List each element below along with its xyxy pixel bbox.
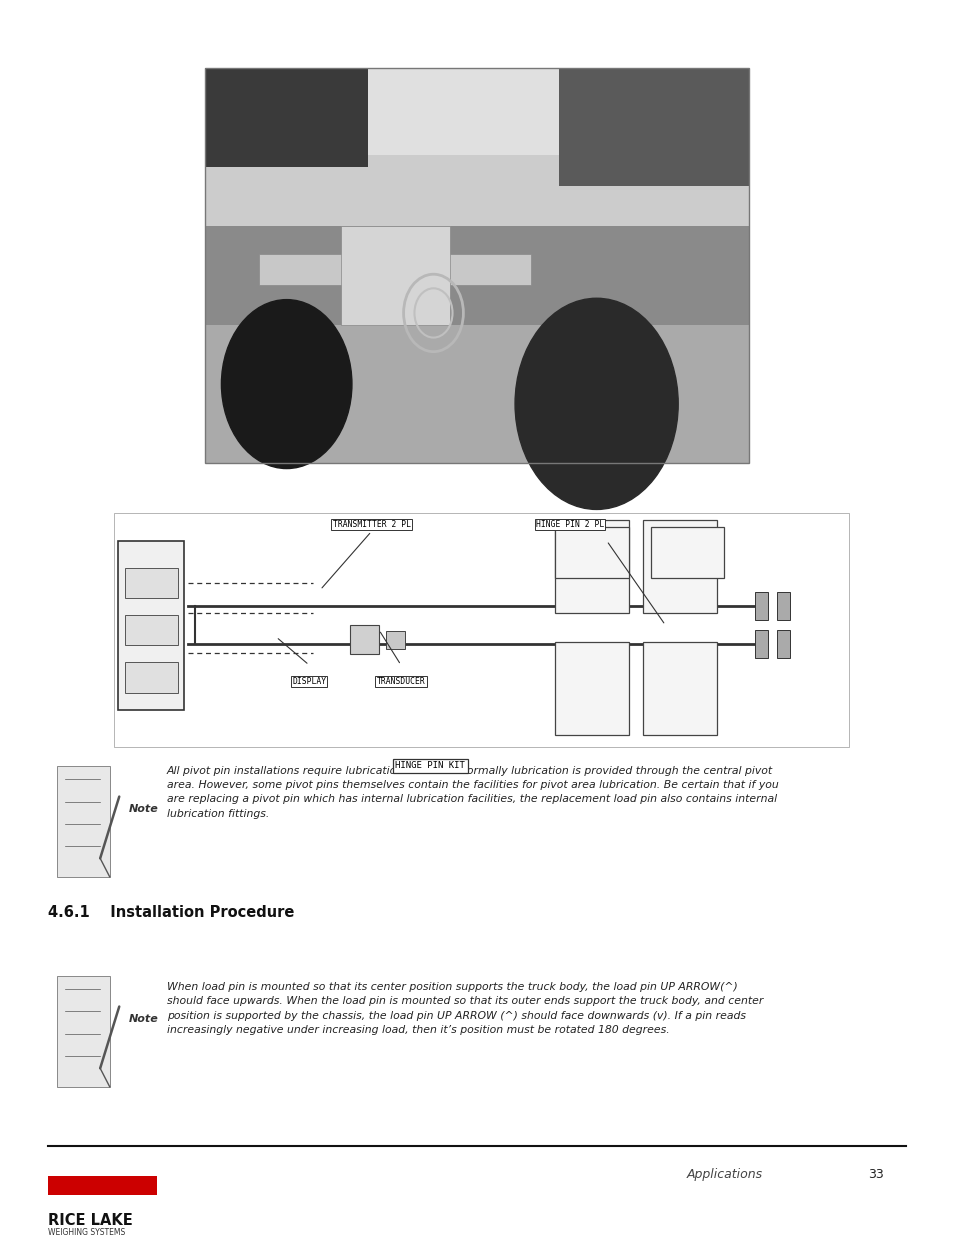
Bar [114, 513, 848, 747]
Bar [259, 253, 531, 285]
Bar [754, 630, 767, 658]
Bar [341, 226, 449, 325]
Bar [349, 625, 378, 655]
Bar [48, 1176, 157, 1195]
Bar [650, 526, 723, 578]
Bar [777, 593, 789, 620]
Text: 33: 33 [867, 1168, 883, 1182]
Bar [555, 642, 628, 736]
Text: TRANSDUCER: TRANSDUCER [376, 677, 425, 685]
Bar [114, 513, 848, 747]
Text: HINGE PIN 2 PL: HINGE PIN 2 PL [536, 520, 603, 529]
Text: When load pin is mounted so that its center position supports the truck body, th: When load pin is mounted so that its cen… [167, 982, 762, 1035]
Bar [205, 68, 748, 226]
Text: 4.6.1    Installation Procedure: 4.6.1 Installation Procedure [48, 905, 294, 920]
Text: WEIGHING SYSTEMS: WEIGHING SYSTEMS [48, 1228, 125, 1235]
Bar [125, 662, 177, 693]
Bar [205, 68, 748, 463]
Bar [57, 976, 110, 1087]
Text: DISPLAY: DISPLAY [292, 677, 326, 685]
Circle shape [221, 300, 352, 468]
Bar [125, 568, 177, 598]
Bar [555, 526, 628, 578]
Text: HINGE PIN KIT: HINGE PIN KIT [395, 762, 465, 771]
Bar [118, 541, 184, 710]
Bar [205, 68, 748, 463]
Text: All pivot pin installations require lubrication facilities. Normally lubrication: All pivot pin installations require lubr… [167, 766, 778, 819]
Bar [57, 766, 110, 877]
Bar [386, 631, 404, 648]
Bar [368, 68, 558, 154]
Bar [205, 325, 748, 463]
Text: Applications: Applications [686, 1168, 762, 1182]
Text: Note: Note [129, 1014, 158, 1024]
Bar [754, 593, 767, 620]
Text: RICE LAKE: RICE LAKE [48, 1213, 132, 1228]
Bar [642, 520, 716, 614]
Bar [205, 68, 368, 167]
Text: TRANSMITTER 2 PL: TRANSMITTER 2 PL [333, 520, 410, 529]
Bar [777, 630, 789, 658]
Bar [642, 642, 716, 736]
Circle shape [515, 298, 678, 509]
Bar [555, 520, 628, 614]
Bar [125, 615, 177, 646]
Bar [558, 68, 748, 186]
Text: Note: Note [129, 804, 158, 814]
